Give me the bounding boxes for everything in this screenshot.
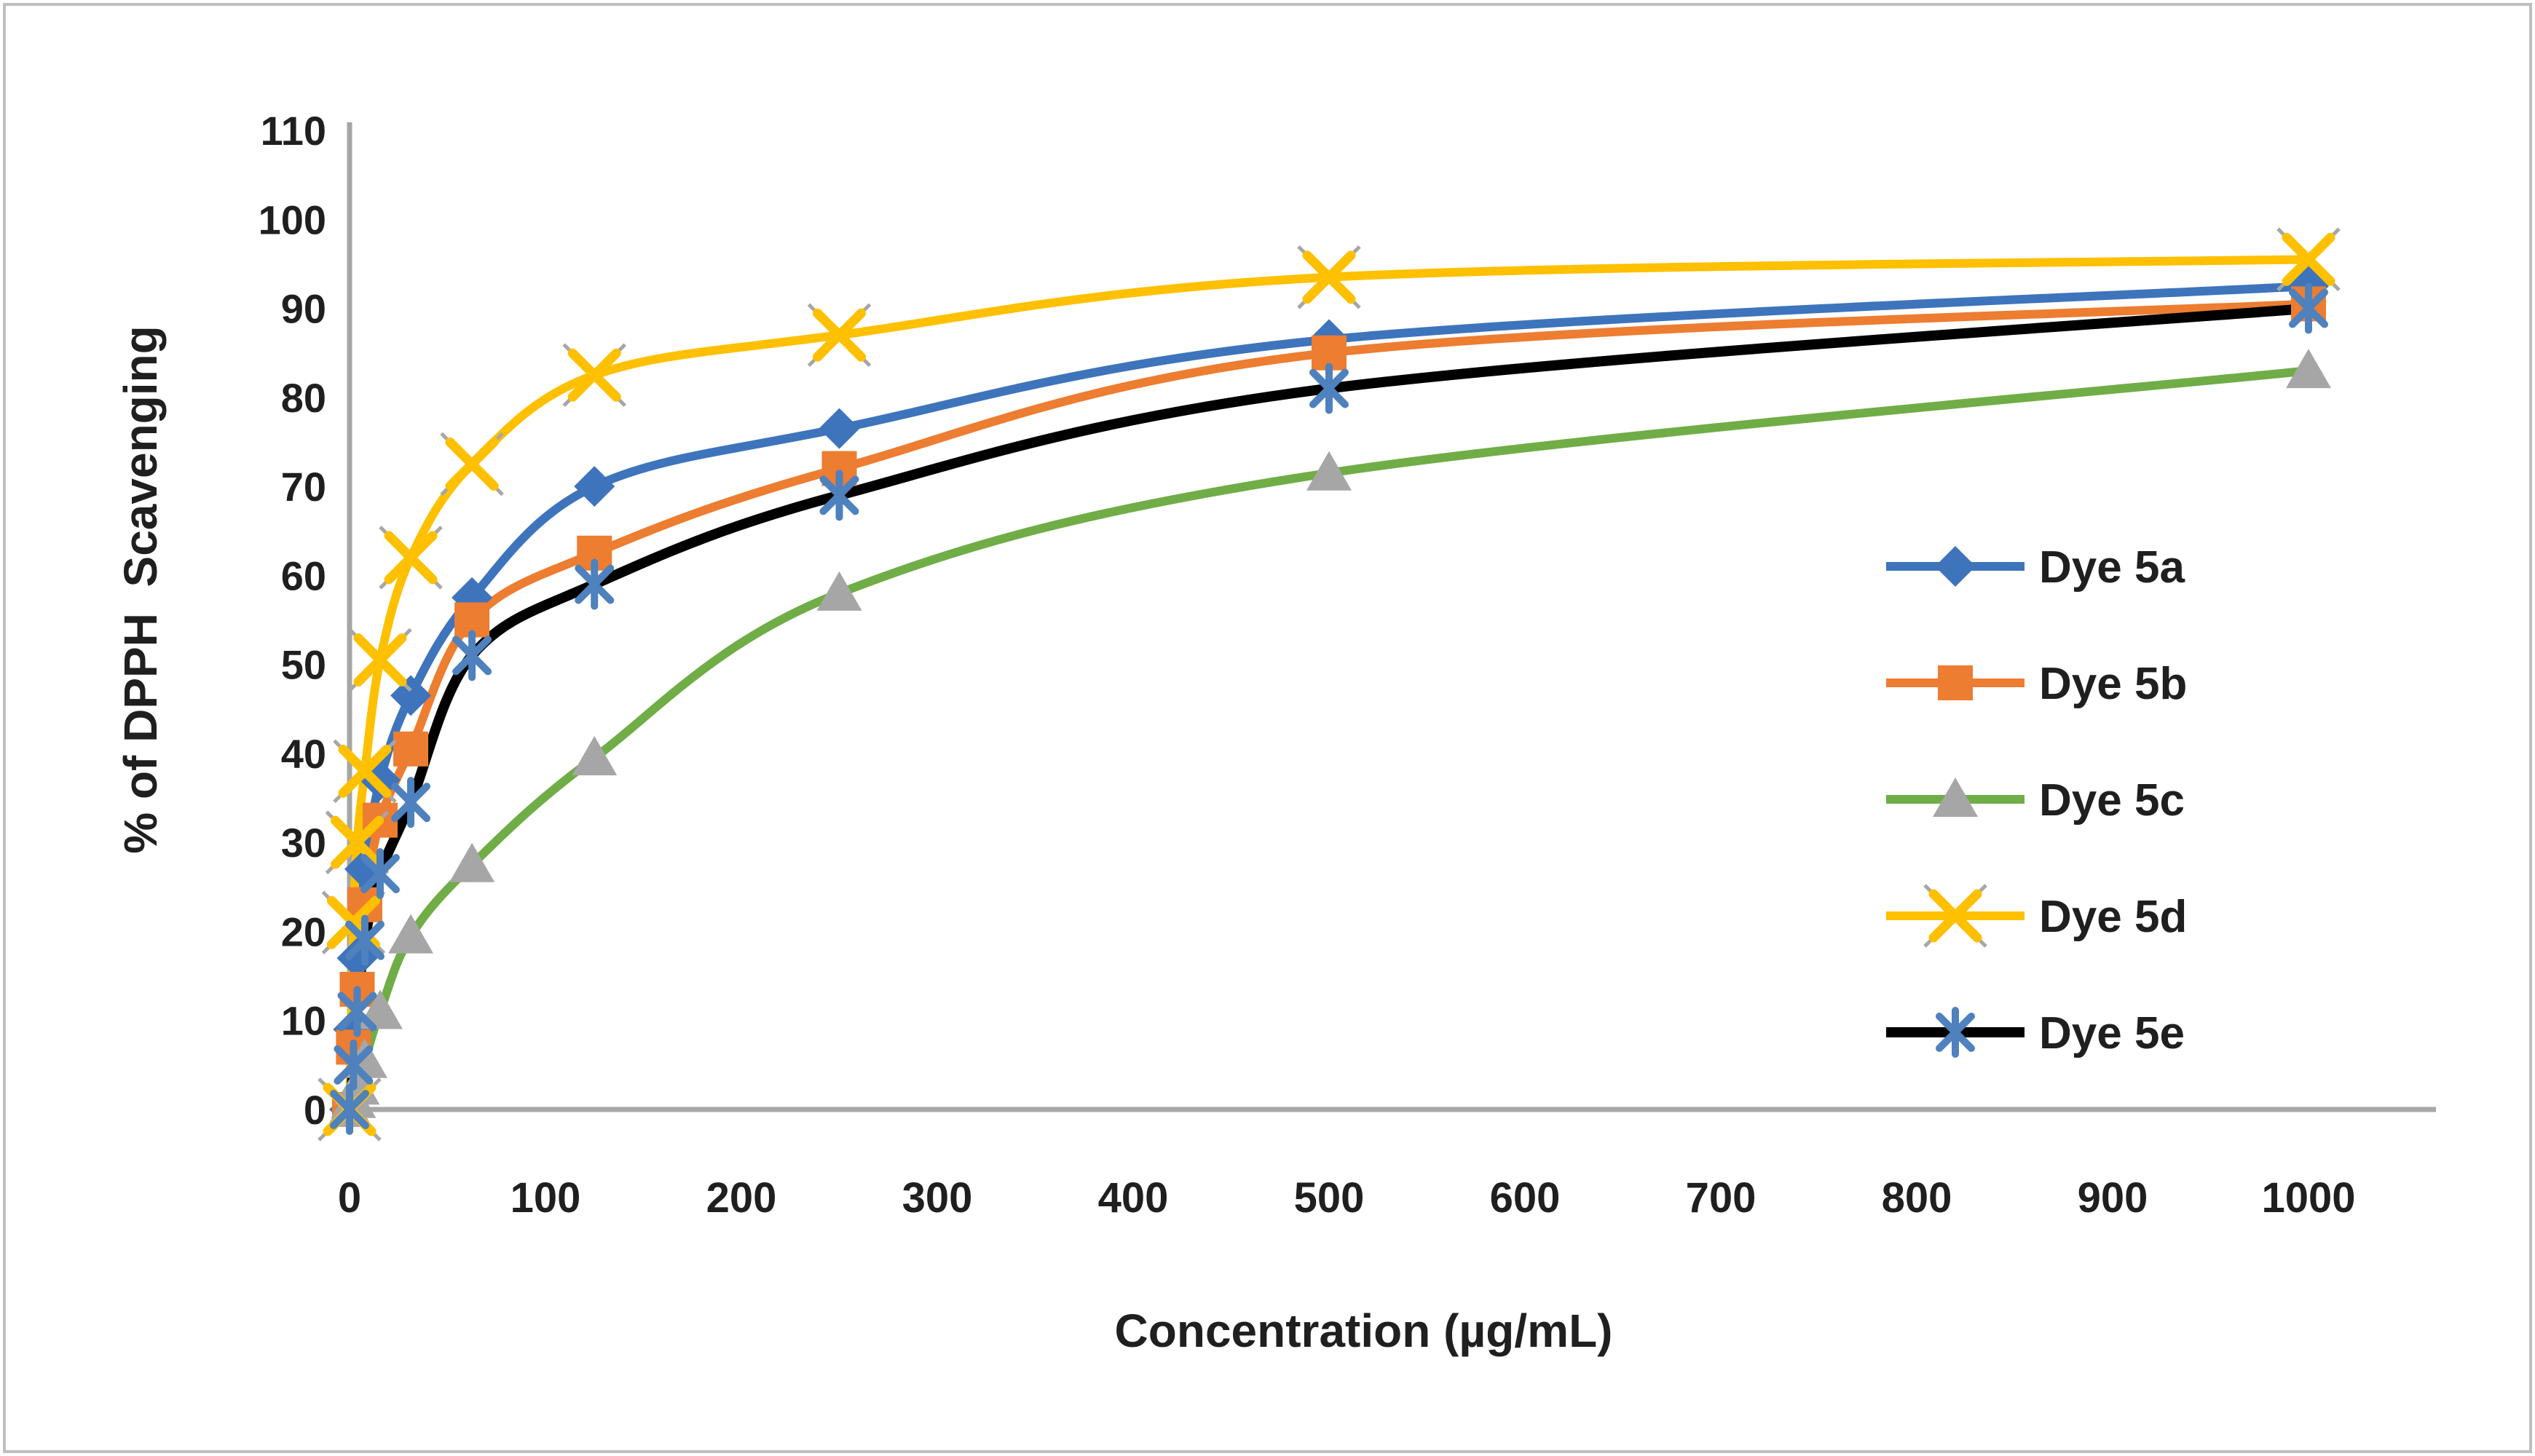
legend-label: Dye 5b bbox=[2039, 659, 2187, 709]
y-tick-label: 40 bbox=[281, 731, 326, 777]
x-tick-label: 100 bbox=[510, 1174, 581, 1222]
x-tick-label: 900 bbox=[2078, 1174, 2148, 1222]
legend-item-dye-5d: Dye 5d bbox=[1886, 884, 2187, 948]
x-tick-label: 0 bbox=[338, 1174, 361, 1222]
y-tick-label: 0 bbox=[304, 1087, 326, 1133]
x-tick-label: 600 bbox=[1490, 1174, 1561, 1222]
y-tick-label: 110 bbox=[261, 108, 326, 154]
y-axis-title: % of DPPH Scavenging bbox=[114, 325, 167, 853]
legend-label: Dye 5a bbox=[2039, 542, 2185, 593]
legend-item-dye-5c: Dye 5c bbox=[1886, 775, 2185, 826]
y-tick-label: 30 bbox=[281, 820, 326, 866]
x-axis-title: Concentration (µg/mL) bbox=[1115, 1305, 1613, 1357]
x-tick-label: 700 bbox=[1686, 1174, 1757, 1222]
legend-item-dye-5e: Dye 5e bbox=[1886, 1007, 2185, 1059]
figure-border bbox=[3, 3, 2532, 1453]
legend-item-dye-5a: Dye 5a bbox=[1886, 542, 2185, 593]
series-markers-dye-5e bbox=[330, 282, 2328, 1135]
x-tick-label: 800 bbox=[1882, 1174, 1952, 1222]
x-tick-label: 200 bbox=[706, 1174, 777, 1222]
y-tick-label: 90 bbox=[281, 286, 326, 332]
x-tick-label: 400 bbox=[1098, 1174, 1169, 1222]
legend-label: Dye 5e bbox=[2039, 1008, 2185, 1059]
y-tick-label: 100 bbox=[259, 197, 326, 242]
y-tick-label: 50 bbox=[281, 642, 326, 688]
legend-label: Dye 5c bbox=[2039, 775, 2185, 826]
legend-label: Dye 5d bbox=[2039, 892, 2187, 942]
y-tick-label: 20 bbox=[281, 909, 326, 954]
x-tick-label: 500 bbox=[1294, 1174, 1365, 1222]
y-tick-label: 80 bbox=[281, 375, 326, 421]
y-tick-label: 70 bbox=[281, 464, 326, 510]
y-tick-label: 60 bbox=[281, 553, 326, 598]
legend-item-dye-5b: Dye 5b bbox=[1886, 659, 2187, 709]
y-tick-label: 10 bbox=[281, 998, 326, 1044]
x-tick-label: 1000 bbox=[2261, 1174, 2355, 1222]
x-tick-label: 300 bbox=[902, 1174, 973, 1222]
